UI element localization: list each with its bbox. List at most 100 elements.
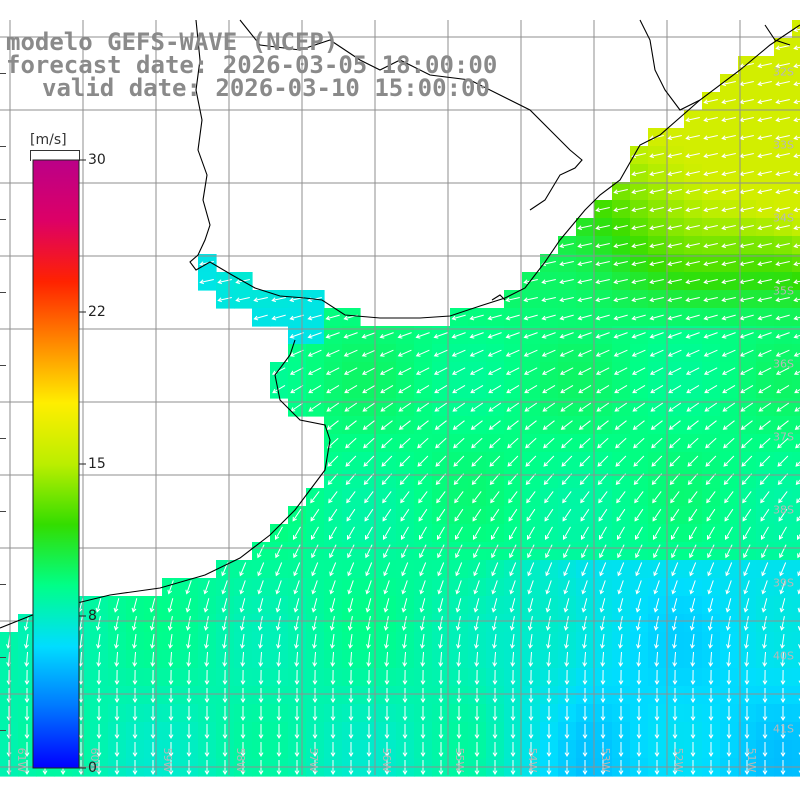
wind-arrow (469, 349, 484, 357)
wind-arrow (775, 314, 790, 321)
wind-arrow (275, 598, 282, 613)
wind-arrow (401, 526, 409, 540)
wind-arrow (779, 544, 787, 559)
wind-arrow (417, 455, 429, 467)
wind-arrow (347, 562, 355, 577)
wind-arrow (778, 508, 788, 522)
wind-arrow (419, 616, 425, 631)
wind-arrow (346, 508, 356, 522)
wind-arrow (473, 562, 481, 577)
wind-arrow (559, 243, 574, 249)
wind-arrow (345, 437, 357, 449)
wind-arrow (382, 491, 392, 504)
wind-arrow (328, 508, 338, 522)
wind-arrow (780, 651, 786, 667)
wind-arrow (744, 724, 750, 739)
wind-arrow (330, 742, 336, 757)
wind-arrow (186, 724, 192, 739)
wind-arrow (257, 544, 265, 559)
wind-arrow (473, 580, 480, 595)
wind-arrow (344, 402, 358, 412)
wind-arrow (222, 742, 228, 757)
wind-arrow (667, 349, 682, 357)
wind-arrow (186, 706, 192, 721)
wind-arrow (669, 437, 681, 449)
wind-arrow (276, 724, 282, 739)
wind-arrow (689, 526, 697, 540)
wind-arrow (582, 742, 588, 757)
wind-arrow (527, 562, 535, 577)
wind-arrow (798, 644, 800, 649)
wind-arrow (725, 526, 733, 540)
wind-arrow (685, 332, 700, 339)
wind-arrow (721, 135, 736, 141)
wind-arrow (757, 314, 772, 321)
wind-arrow (343, 332, 358, 339)
wind-arrow (330, 651, 336, 667)
wind-arrow (524, 420, 537, 430)
wind-arrow (473, 544, 481, 559)
colorbar-tick-label: 15 (88, 456, 106, 472)
wind-arrow (687, 437, 699, 449)
wind-arrow (384, 724, 390, 739)
wind-arrow (402, 669, 408, 685)
wind-arrow (257, 562, 265, 577)
wind-arrow (469, 314, 484, 321)
wind-arrow (671, 598, 678, 613)
wind-arrow (577, 367, 592, 375)
wind-arrow (437, 616, 443, 631)
wind-arrow (760, 491, 770, 504)
wind-arrow (724, 491, 734, 504)
wind-arrow (294, 724, 300, 739)
wind-arrow (527, 616, 533, 631)
wind-arrow (167, 580, 174, 595)
wind-arrow (581, 580, 588, 595)
wind-arrow (631, 207, 646, 213)
wind-arrow (595, 367, 610, 375)
wind-arrow (455, 526, 463, 540)
wind-arrow (757, 349, 772, 357)
wind-arrow (776, 384, 790, 394)
wind-arrow (654, 742, 660, 757)
wind-arrow (384, 742, 390, 757)
wind-arrow (757, 171, 772, 177)
wind-arrow (275, 616, 281, 631)
wind-arrow (525, 455, 537, 467)
wind-arrow (416, 420, 429, 430)
wind-arrow (707, 580, 714, 595)
wind-arrow (199, 279, 214, 285)
wind-arrow (186, 742, 192, 757)
wind-arrow (794, 425, 800, 430)
wind-arrow (743, 562, 751, 577)
wind-arrow (491, 616, 497, 631)
wind-arrow (383, 526, 391, 540)
wind-arrow (761, 580, 768, 595)
wind-arrow (186, 669, 192, 685)
wind-arrow (455, 616, 461, 631)
wind-arrow (217, 279, 232, 285)
wind-arrow (24, 688, 30, 703)
wind-arrow (456, 706, 462, 721)
wind-arrow (293, 562, 301, 577)
wind-arrow (510, 651, 516, 667)
wind-arrow (363, 455, 375, 467)
wind-arrow (397, 367, 412, 375)
wind-arrow (543, 437, 555, 449)
wind-arrow (577, 332, 592, 339)
wind-arrow (470, 420, 483, 430)
wind-arrow (329, 544, 337, 559)
wind-arrow (545, 580, 552, 595)
wind-arrow (204, 724, 210, 739)
wind-arrow (397, 349, 412, 357)
wind-arrow (419, 544, 427, 559)
wind-arrow (312, 742, 318, 757)
wind-arrow (689, 562, 697, 577)
wind-arrow (760, 508, 770, 522)
wind-arrow (618, 724, 624, 739)
wind-arrow (689, 598, 696, 613)
wind-cell (792, 380, 800, 399)
wind-arrow (703, 332, 718, 339)
wind-arrow (348, 651, 354, 667)
wind-arrow (348, 669, 354, 685)
wind-arrow (707, 526, 715, 540)
